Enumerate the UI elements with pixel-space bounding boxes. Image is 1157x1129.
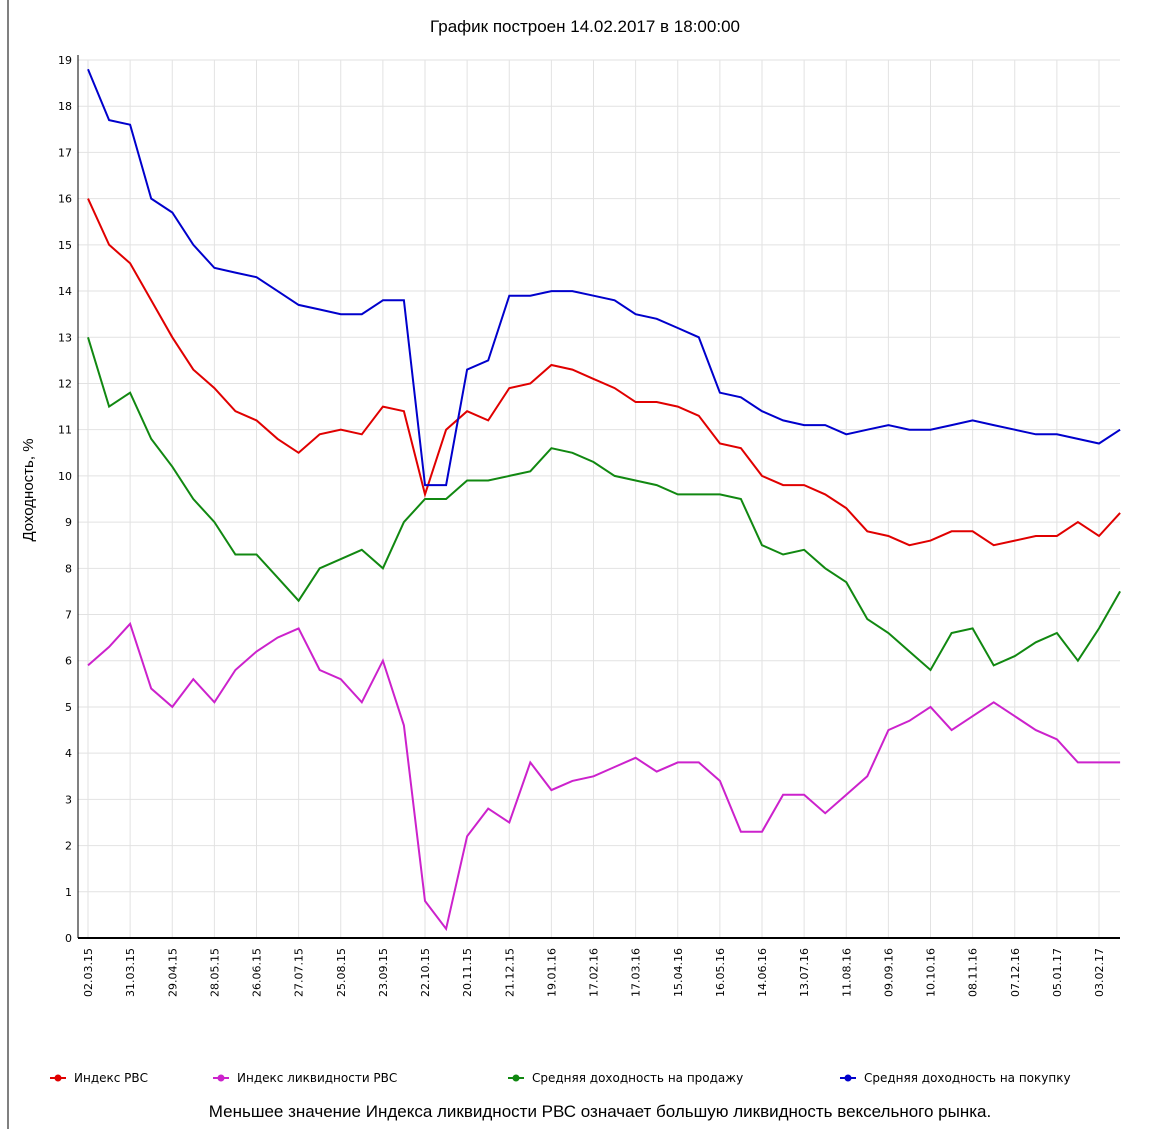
y-tick-label: 0 [65, 932, 72, 945]
y-tick-label: 14 [58, 285, 72, 298]
legend-marker-dot [54, 1074, 62, 1082]
y-tick-label: 5 [65, 701, 72, 714]
x-tick-label: 14.06.16 [756, 948, 769, 997]
y-tick-label: 7 [65, 609, 72, 622]
legend-label: Индекс ликвидности РВС [237, 1071, 397, 1085]
y-tick-label: 13 [58, 331, 72, 344]
chart-subtitle: График построен 14.02.2017 в 18:00:00 [430, 17, 740, 36]
y-tick-label: 2 [65, 840, 72, 853]
series-line [87, 337, 1121, 672]
x-tick-label: 08.11.16 [967, 948, 980, 997]
y-tick-label: 16 [58, 193, 72, 206]
x-tick-label: 23.09.15 [377, 948, 390, 997]
series-line [87, 68, 1121, 487]
y-tick-label: 19 [58, 54, 72, 67]
y-tick-label: 3 [65, 793, 72, 806]
y-tick-label: 12 [58, 377, 72, 390]
x-tick-label: 11.08.16 [840, 948, 853, 997]
x-tick-label: 17.03.16 [630, 948, 643, 997]
legend-label: Средняя доходность на покупку [864, 1071, 1071, 1085]
legend: Индекс РВС Индекс ликвидности РВС Средняя … [50, 1071, 1071, 1085]
x-tick-label: 27.07.15 [293, 948, 306, 997]
y-tick-label: 1 [65, 886, 72, 899]
x-tick-label: 07.12.16 [1009, 948, 1022, 997]
footnote: Меньшее значение Индекса ликвидности РВС… [209, 1102, 991, 1121]
x-tick-label: 05.01.17 [1051, 948, 1064, 997]
x-tick-label: 20.11.15 [461, 948, 474, 997]
series-line [87, 198, 1121, 547]
series-line [87, 621, 1121, 932]
x-tick-label: 13.07.16 [798, 948, 811, 997]
legend-label: Средняя доходность на продажу [532, 1071, 743, 1085]
x-tick-label: 29.04.15 [166, 948, 179, 997]
y-tick-label: 10 [58, 470, 72, 483]
legend-marker-dot [217, 1074, 225, 1082]
x-tick-label: 10.10.16 [925, 948, 938, 997]
y-tick-label: 15 [58, 239, 72, 252]
legend-label: Индекс РВС [74, 1071, 148, 1085]
x-tick-label: 02.03.15 [82, 948, 95, 997]
x-tick-label: 17.02.16 [588, 948, 601, 997]
x-tick-label: 21.12.15 [503, 948, 516, 997]
y-tick-label: 18 [58, 100, 72, 113]
x-tick-label: 16.05.16 [714, 948, 727, 997]
y-tick-label: 4 [65, 747, 72, 760]
x-tick-label: 28.05.15 [208, 948, 221, 997]
y-tick-label: 8 [65, 562, 72, 575]
x-tick-label: 25.08.15 [335, 948, 348, 997]
plot [87, 68, 1121, 932]
x-tick-label: 19.01.16 [545, 948, 558, 997]
y-tick-label: 17 [58, 146, 72, 159]
y-axis-label: Доходность, % [20, 438, 37, 541]
x-tick-label: 15.04.16 [672, 948, 685, 997]
y-tick-label: 11 [58, 424, 72, 437]
legend-marker-dot [844, 1074, 852, 1082]
y-tick-label: 6 [65, 655, 72, 668]
x-tick-label: 22.10.15 [419, 948, 432, 997]
legend-marker-dot [512, 1074, 520, 1082]
x-tick-label: 09.09.16 [882, 948, 895, 997]
y-tick-label: 9 [65, 516, 72, 529]
x-tick-label: 31.03.15 [124, 948, 137, 997]
x-tick-label: 26.06.15 [251, 948, 264, 997]
x-tick-label: 03.02.17 [1093, 948, 1106, 997]
